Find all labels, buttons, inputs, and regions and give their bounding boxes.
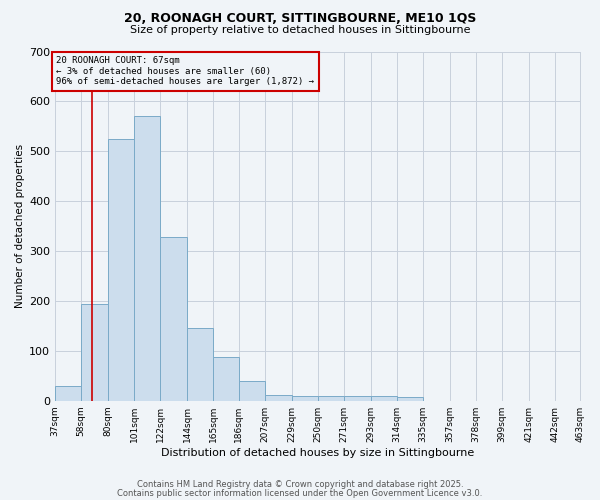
- Text: Contains public sector information licensed under the Open Government Licence v3: Contains public sector information licen…: [118, 488, 482, 498]
- Bar: [160, 237, 187, 400]
- Bar: [292, 396, 318, 400]
- Bar: [108, 139, 134, 400]
- Bar: [344, 396, 371, 400]
- Bar: [397, 397, 422, 400]
- Text: Size of property relative to detached houses in Sittingbourne: Size of property relative to detached ho…: [130, 25, 470, 35]
- Y-axis label: Number of detached properties: Number of detached properties: [15, 144, 25, 308]
- Bar: [318, 396, 344, 400]
- Text: 20 ROONAGH COURT: 67sqm
← 3% of detached houses are smaller (60)
96% of semi-det: 20 ROONAGH COURT: 67sqm ← 3% of detached…: [56, 56, 314, 86]
- X-axis label: Distribution of detached houses by size in Sittingbourne: Distribution of detached houses by size …: [161, 448, 475, 458]
- Bar: [81, 304, 108, 400]
- Bar: [187, 328, 213, 400]
- Bar: [371, 396, 397, 400]
- Text: Contains HM Land Registry data © Crown copyright and database right 2025.: Contains HM Land Registry data © Crown c…: [137, 480, 463, 489]
- Bar: [55, 386, 81, 400]
- Bar: [265, 394, 292, 400]
- Bar: [213, 358, 239, 401]
- Bar: [239, 381, 265, 400]
- Bar: [134, 116, 160, 401]
- Text: 20, ROONAGH COURT, SITTINGBOURNE, ME10 1QS: 20, ROONAGH COURT, SITTINGBOURNE, ME10 1…: [124, 12, 476, 26]
